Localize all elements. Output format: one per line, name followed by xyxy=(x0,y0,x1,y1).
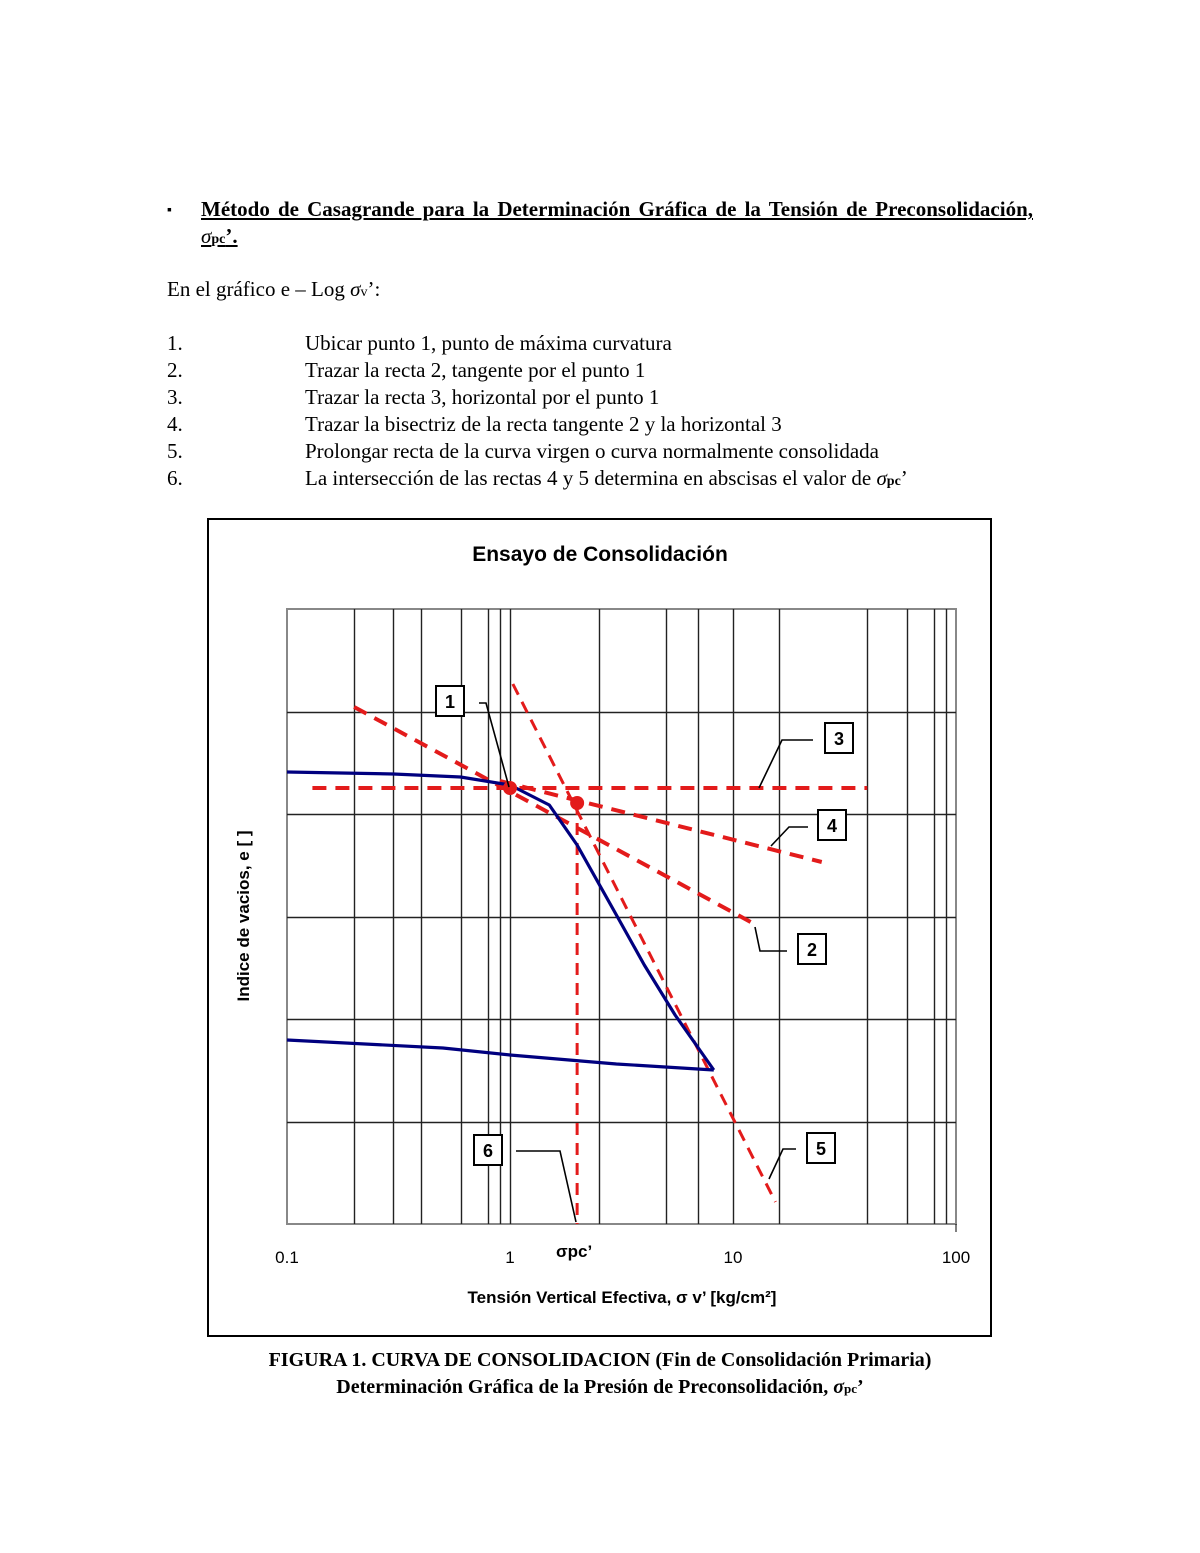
construction-line-4 xyxy=(499,779,823,864)
callout-leader-1 xyxy=(479,702,510,788)
sigma-symbol: σ xyxy=(201,224,212,248)
figure-caption-line2: Determinación Gráfica de la Presión de P… xyxy=(336,1376,864,1398)
sigma-pc-point xyxy=(570,796,585,810)
intro-text: En el gráfico e – Log σv’: xyxy=(167,277,381,301)
x-axis-label: Tensión Vertical Efectiva, σ v’ [kg/cm²] xyxy=(468,1288,777,1307)
plot-border xyxy=(286,608,957,1225)
chart-grid xyxy=(286,608,957,1225)
chart-title: Ensayo de Consolidación xyxy=(472,543,728,566)
bullet-icon: ▪ xyxy=(167,203,172,218)
x-tick-label: 10 xyxy=(724,1248,743,1267)
figure-frame xyxy=(207,518,992,1337)
callout-number-5: 5 xyxy=(816,1139,826,1159)
callout-number-3: 3 xyxy=(834,729,844,749)
construction-line-2 xyxy=(353,705,752,924)
callout-box-3 xyxy=(824,722,854,754)
x-tick-label: 1 xyxy=(505,1248,514,1267)
callout-number-2: 2 xyxy=(807,940,817,960)
loading-curve xyxy=(286,770,716,1071)
x-tick-label: 100 xyxy=(942,1248,970,1267)
callout-box-2 xyxy=(797,933,827,965)
callout-number-1: 1 xyxy=(445,692,455,712)
callout-box-1 xyxy=(435,685,465,717)
callout-leader-5 xyxy=(768,1148,796,1180)
x-tick-label: 0.1 xyxy=(275,1248,299,1267)
construction-line-5 xyxy=(511,683,777,1203)
callout-number-6: 6 xyxy=(483,1141,493,1161)
callout-leader-3 xyxy=(758,739,813,789)
heading-text: Método de Casagrande para la Determinaci… xyxy=(201,197,1033,248)
sigma-pc-axis-label: σpc’ xyxy=(556,1242,592,1261)
callout-leader-4 xyxy=(770,826,808,847)
callout-box-5 xyxy=(806,1132,836,1164)
max-curvature-point xyxy=(503,781,517,795)
callout-box-4 xyxy=(817,809,847,841)
figure-caption-line1: FIGURA 1. CURVA DE CONSOLIDACION (Fin de… xyxy=(268,1349,932,1371)
callout-leader-6 xyxy=(516,1150,577,1223)
callout-box-6 xyxy=(473,1134,503,1166)
y-axis-label: Indice de vacios, e [ ] xyxy=(234,830,253,1001)
callout-leader-2 xyxy=(754,926,787,952)
x-axis-ticks: 0.1 1 10 100 xyxy=(275,1224,970,1267)
unloading-curve xyxy=(286,1038,714,1072)
plot-area: 1 3 4 2 5 6 xyxy=(286,683,868,1224)
callout-number-4: 4 xyxy=(827,816,837,836)
